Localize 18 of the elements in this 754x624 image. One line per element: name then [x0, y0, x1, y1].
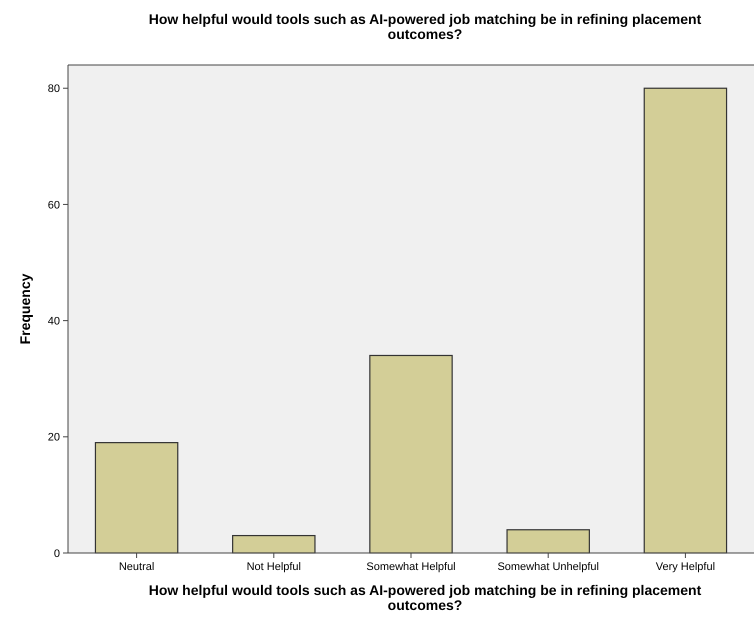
y-tick-label: 60	[48, 199, 60, 212]
y-tick-label: 20	[48, 432, 60, 444]
x-axis-title: How helpful would tools such as AI-powered job matching be in refining placement outcomes?	[148, 582, 702, 613]
bar	[644, 88, 728, 554]
x-tick-label: Somewhat Helpful	[366, 561, 456, 573]
y-tick-label: 80	[48, 83, 60, 96]
x-tick-label: Neutral	[118, 561, 154, 573]
y-tick-label: 40	[48, 315, 60, 328]
y-axis-title: Frequency	[17, 273, 33, 344]
y-tick-label: 0	[54, 548, 60, 560]
chart-title: How helpful would tools such as AI-powered job matching be in refining placement outcomes?	[148, 11, 702, 42]
bar	[369, 354, 453, 554]
x-tick-label: Not Helpful	[246, 561, 302, 573]
x-tick-label: Somewhat Unhelpful	[497, 561, 599, 573]
x-tick-label: Very Helpful	[656, 561, 716, 573]
bar	[94, 442, 178, 554]
bar	[506, 529, 590, 554]
bar	[232, 534, 316, 554]
